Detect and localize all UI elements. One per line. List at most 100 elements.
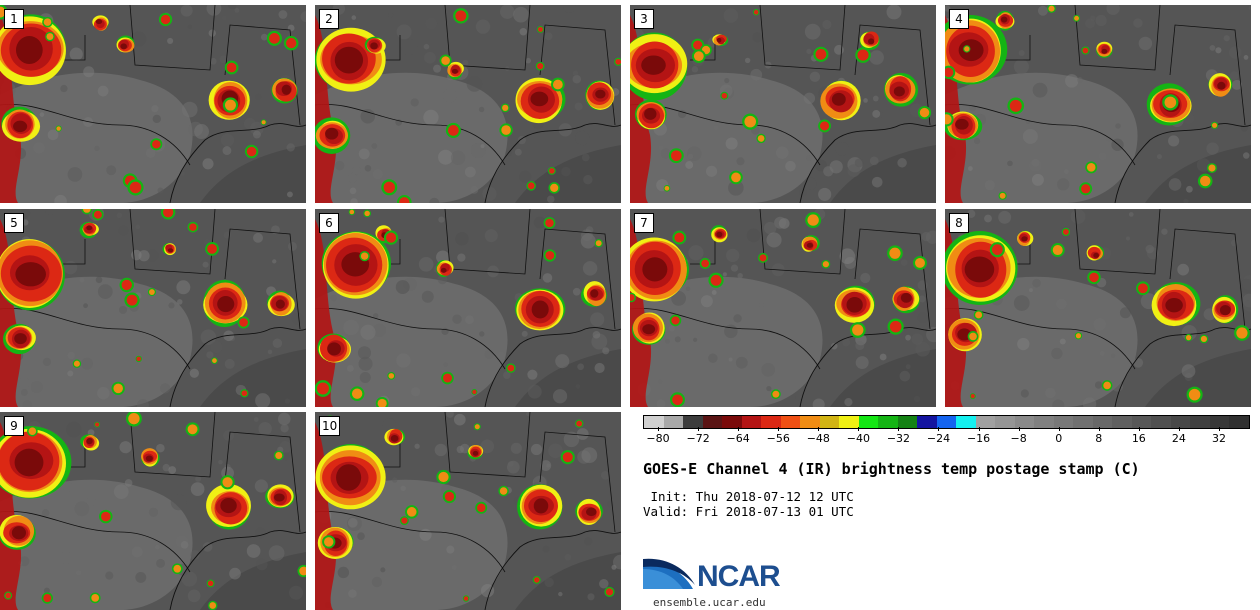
cloud-speck [359, 372, 371, 384]
colorbar-swatch [1014, 416, 1035, 428]
convective-cell [1009, 99, 1022, 112]
convective-cell [349, 209, 355, 215]
colorbar-swatch [780, 416, 801, 428]
cloud-speck [170, 494, 187, 511]
cloud-speck [256, 558, 268, 571]
cloud-speck [514, 148, 522, 156]
cloud-speck [611, 564, 617, 570]
cloud-speck [1077, 76, 1083, 83]
cloud-speck [154, 544, 160, 550]
cloud-speck [347, 173, 358, 183]
convective-cell [224, 99, 236, 111]
cloud-speck [202, 158, 214, 170]
cloud-speck [42, 357, 52, 367]
convective-cell [1208, 164, 1216, 172]
cloud-speck [705, 165, 718, 177]
border-line [129, 5, 216, 71]
land-shading [0, 72, 193, 203]
cloud-speck [396, 353, 411, 368]
storm-cell [336, 464, 362, 491]
convective-cell [56, 126, 61, 131]
gulf-shading [200, 349, 306, 407]
cloud-speck [372, 168, 384, 180]
border-line [1074, 5, 1161, 71]
valid-time: Valid: Fri 2018-07-13 01 UTC [643, 504, 854, 519]
storm-cell [217, 295, 235, 313]
cloud-speck [911, 333, 924, 345]
cloud-speck [395, 280, 410, 295]
convective-cell [674, 232, 685, 243]
cloud-speck [443, 362, 448, 367]
convective-cell [819, 121, 830, 131]
colorbar-tick-label: −16 [966, 432, 991, 445]
storm-cell [716, 37, 722, 43]
cloud-speck [388, 12, 394, 18]
stamp-panel-1: 1 [0, 5, 306, 203]
cloud-speck [871, 176, 883, 188]
figure-title: GOES-E Channel 4 (IR) brightness temp po… [643, 460, 1140, 478]
cloud-speck [668, 325, 676, 332]
cloud-speck [160, 383, 171, 394]
border-line [759, 209, 846, 275]
cloud-speck [685, 286, 691, 292]
cloud-speck [118, 225, 129, 236]
colorbar-tick [1218, 427, 1220, 431]
cloud-speck [1013, 59, 1029, 75]
cloud-speck [372, 323, 386, 337]
cloud-speck [917, 312, 929, 324]
cloud-speck [1093, 318, 1107, 331]
cloud-speck [1242, 152, 1250, 159]
cloud-speck [351, 15, 357, 20]
cloud-speck [1138, 36, 1153, 51]
cloud-speck [585, 226, 594, 234]
cloud-speck [542, 273, 553, 283]
cloud-speck [47, 129, 59, 141]
cloud-speck [728, 357, 733, 362]
cloud-speck [1110, 353, 1116, 358]
convective-cell [815, 48, 827, 60]
border-line [129, 412, 216, 478]
storm-cell [642, 257, 668, 282]
cloud-speck [1037, 5, 1048, 16]
cloud-speck [1231, 79, 1242, 90]
stamp-panel-3: 3 [630, 5, 936, 203]
cloud-speck [1119, 307, 1131, 319]
cloud-speck [602, 347, 610, 355]
convective-cell [383, 181, 395, 193]
cloud-speck [228, 5, 237, 10]
cloud-speck [423, 109, 439, 126]
cloud-speck [1095, 14, 1107, 27]
colorbar-tick-label: −48 [806, 432, 830, 445]
cloud-speck [67, 370, 74, 377]
border-line [224, 228, 301, 330]
cloud-speck [187, 24, 192, 29]
cloud-speck [343, 319, 360, 336]
cloud-speck [879, 353, 887, 361]
cloud-speck [766, 385, 772, 392]
cloud-speck [812, 398, 825, 407]
cloud-speck [451, 564, 457, 571]
storm-cell [1217, 81, 1226, 90]
storm-cell [1093, 252, 1099, 258]
convective-cell [121, 279, 132, 291]
colorbar-swatch [702, 416, 723, 428]
cloud-speck [1181, 364, 1196, 378]
convective-cell [1164, 96, 1177, 109]
cloud-speck [187, 589, 201, 603]
cloud-speck [658, 379, 663, 384]
convective-cell [163, 209, 174, 218]
convective-cell [207, 580, 214, 587]
cloud-speck [81, 357, 93, 370]
border-line [539, 228, 616, 330]
convective-cell [970, 394, 975, 399]
cloud-speck [725, 137, 738, 150]
storm-cell [533, 498, 549, 514]
storm-cell [273, 493, 285, 502]
border-line [315, 510, 506, 573]
cloud-speck [822, 19, 832, 30]
storm-cell [806, 242, 814, 248]
cloud-speck [583, 174, 593, 185]
cloud-speck [346, 364, 354, 372]
cloud-speck [1017, 337, 1030, 351]
cloud-speck [814, 159, 827, 172]
